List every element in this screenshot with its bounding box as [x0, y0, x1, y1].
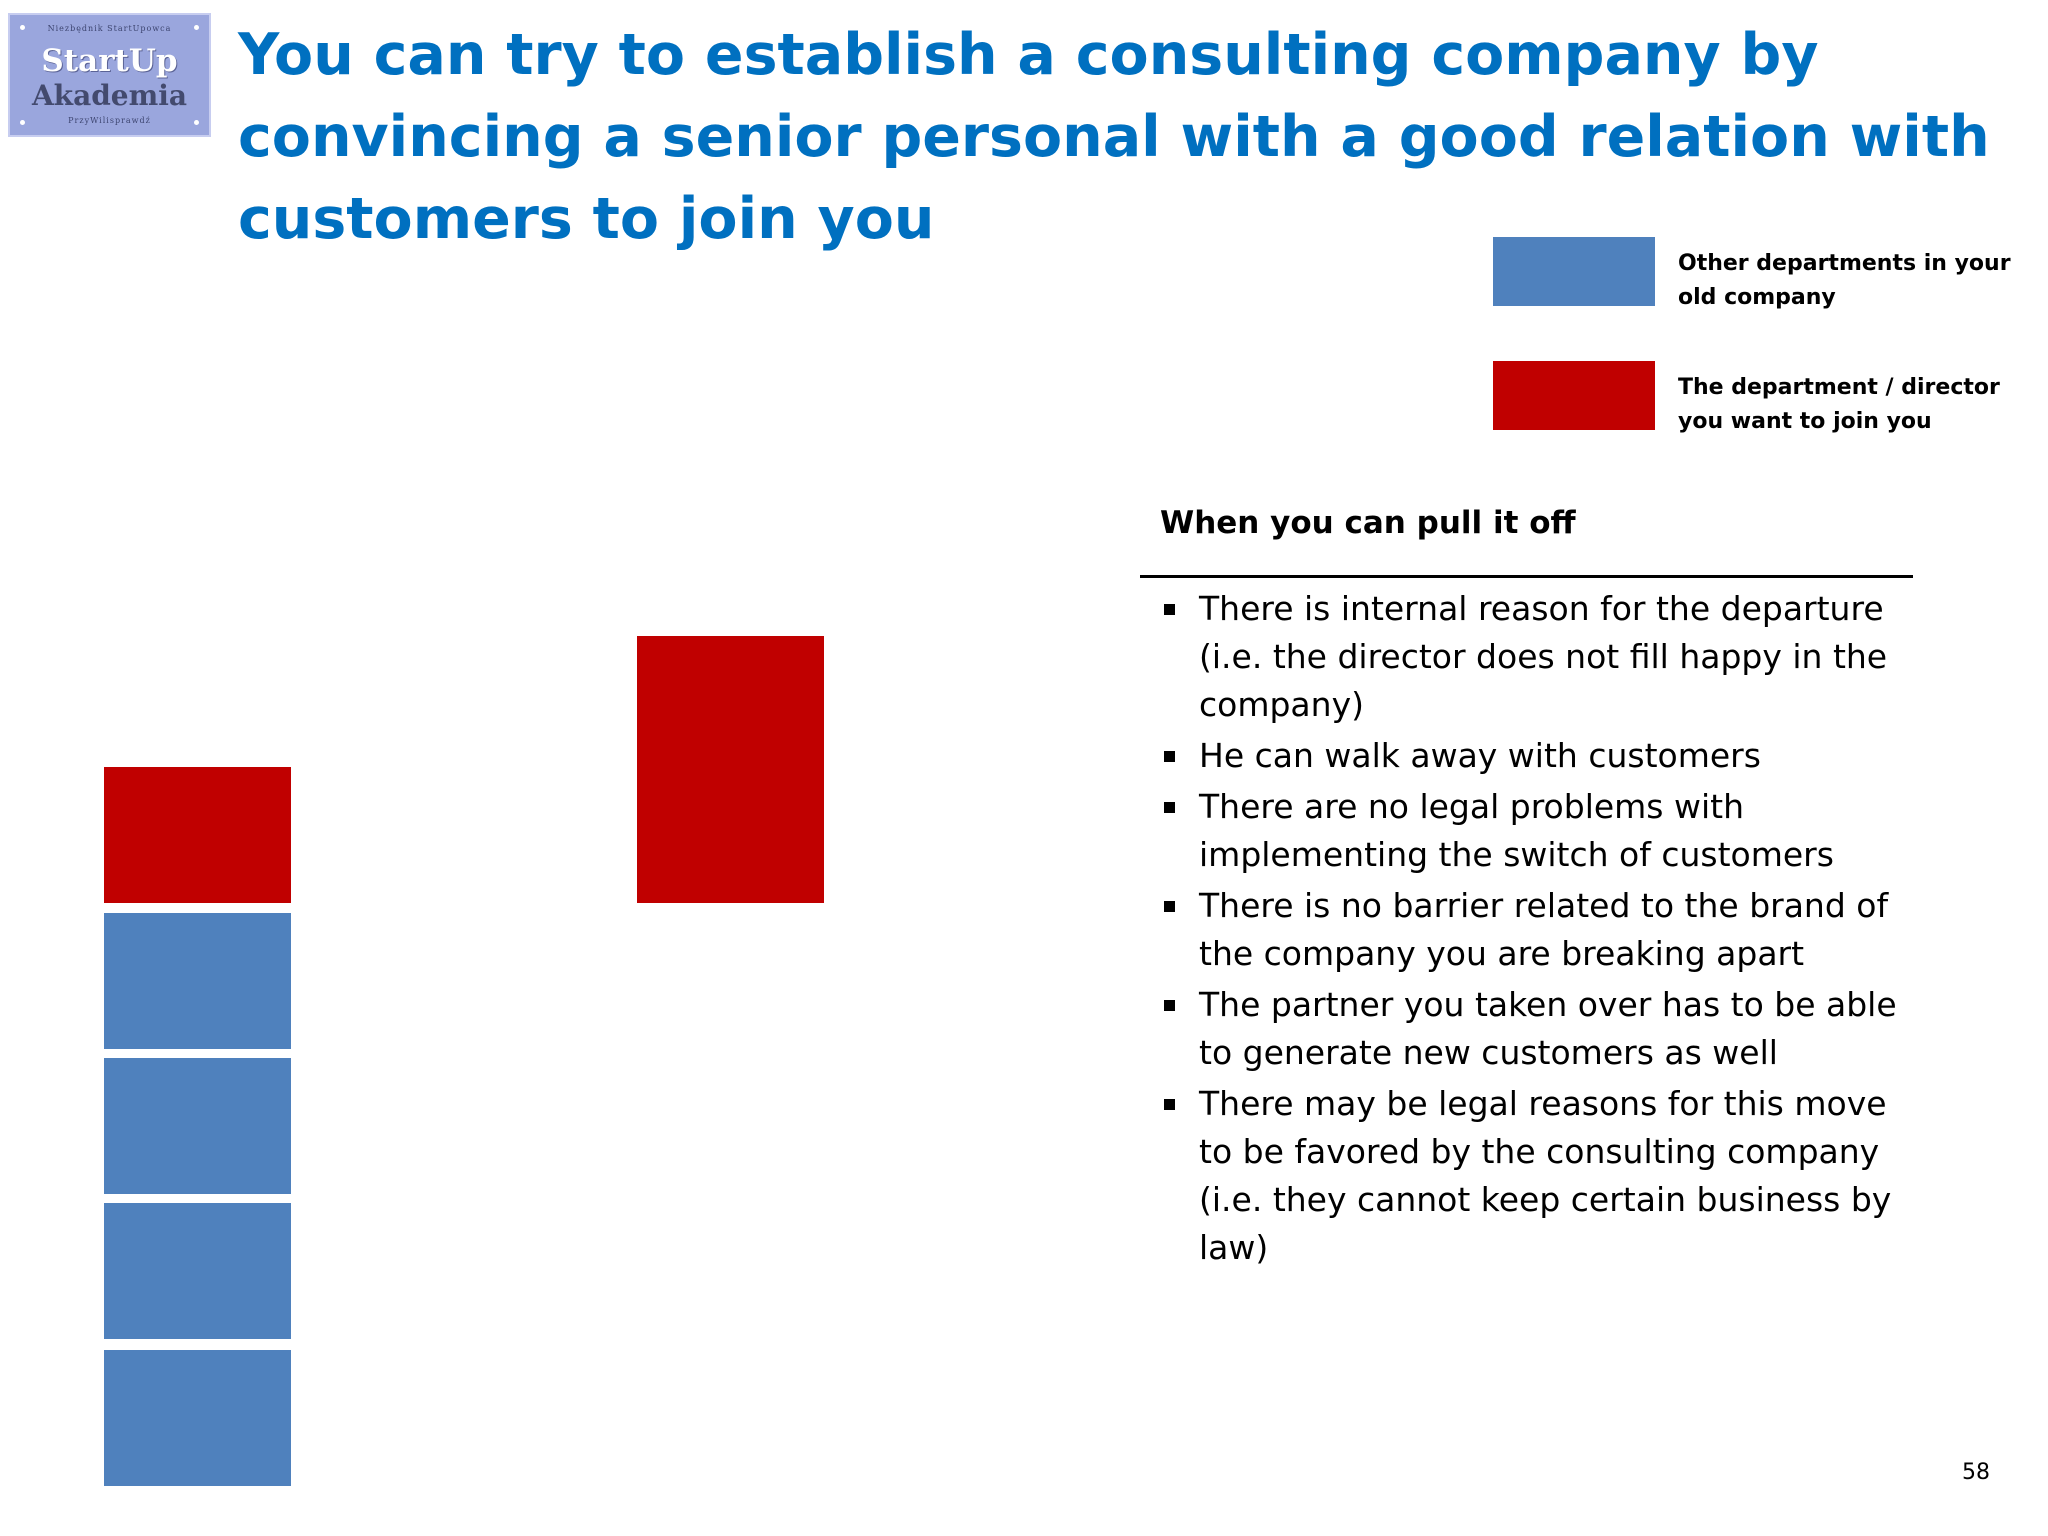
legend-swatch-red: [1493, 361, 1655, 430]
legend-label: The department / director you want to jo…: [1678, 375, 2000, 434]
legend-label: Other departments in your old company: [1678, 251, 2011, 310]
slide-title: You can try to establish a consulting co…: [238, 22, 1990, 252]
list-item: There may be legal reasons for this move…: [1162, 1080, 1902, 1272]
stack-block-other-department: [104, 1350, 291, 1486]
conditions-list: There is internal reason for the departu…: [1162, 585, 1902, 1275]
logo-top-text: Niezbędnik StartUpowca: [47, 24, 172, 33]
logo-dot: [20, 25, 25, 30]
stack-block-other-department: [104, 1203, 291, 1339]
heading-divider: [1140, 575, 1913, 578]
stack-block-other-department: [104, 1058, 291, 1194]
stack-block-target-department: [104, 767, 291, 903]
conditions-heading: When you can pull it off: [1160, 505, 1576, 541]
logo-bottom-text: PrzyWilisprawdź: [68, 116, 151, 125]
logo-dot: [20, 120, 25, 125]
stack-block-other-department: [104, 913, 291, 1049]
legend-swatch-blue: [1493, 237, 1655, 306]
logo-dot: [194, 25, 199, 30]
list-item: There are no legal problems with impleme…: [1162, 783, 1902, 879]
legend-item-other-departments: Other departments in your old company: [1493, 237, 2048, 310]
legend-item-target-department: The department / director you want to jo…: [1493, 361, 2048, 434]
logo-line-1: StartUp: [41, 43, 178, 79]
list-item: He can walk away with customers: [1162, 732, 1902, 780]
startup-akademia-logo: Niezbędnik StartUpowca StartUp Akademia …: [8, 13, 211, 137]
logo-dot: [194, 120, 199, 125]
list-item: There is no barrier related to the brand…: [1162, 882, 1902, 978]
logo-line-2: Akademia: [31, 79, 188, 112]
detached-department-block: [637, 636, 824, 903]
page-number: 58: [1962, 1460, 1990, 1485]
list-item: The partner you taken over has to be abl…: [1162, 981, 1902, 1077]
list-item: There is internal reason for the departu…: [1162, 585, 1902, 729]
